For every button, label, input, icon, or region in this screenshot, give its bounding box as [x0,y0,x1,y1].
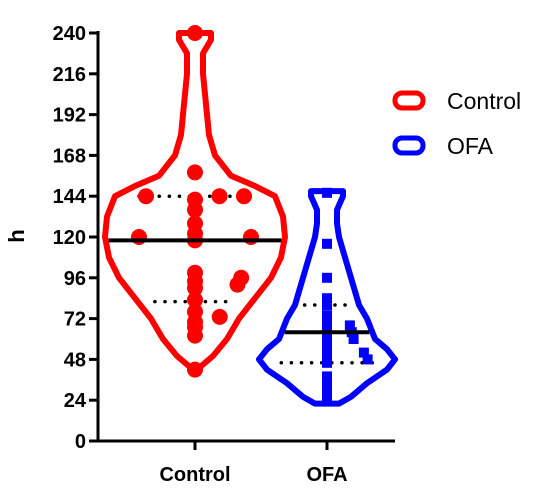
data-point [344,320,355,331]
data-point [362,354,373,365]
data-point [211,188,228,205]
data-point [322,310,332,321]
violin-ofa [256,187,398,407]
y-tick-label: 24 [64,390,87,412]
y-axis-label: h [4,229,29,242]
y-tick-label: 0 [75,431,86,453]
data-point [348,334,359,344]
data-point [322,351,332,361]
violin-control [102,25,288,378]
y-tick-label: 48 [64,349,86,371]
data-point [138,188,154,205]
y-axis: 0 24 48 72 96 120 144 168 192 216 240 [53,23,100,453]
y-tick-label: 72 [64,309,86,331]
y-tick-label: 144 [53,186,87,208]
data-point [322,317,332,327]
data-point [131,229,147,245]
data-point [322,323,332,334]
y-tick-label: 216 [53,64,86,86]
y-tick-label: 96 [64,268,86,290]
data-point [187,291,203,308]
x-axis: Control OFA [96,439,395,486]
data-point [322,388,332,399]
data-point [236,188,252,205]
data-point [322,300,332,310]
x-tick-label-control: Control [159,464,230,486]
data-point [211,308,228,325]
data-point [233,269,250,286]
y-tick-label: 120 [53,227,86,249]
data-point [243,229,259,245]
data-point [187,215,203,232]
data-point [322,371,332,382]
data-point [322,330,332,341]
data-point [187,191,203,208]
legend-label-ofa: OFA [447,133,494,159]
violins [102,25,398,407]
data-point [322,378,332,389]
y-tick-label: 192 [53,105,86,127]
y-tick-label: 168 [53,145,86,167]
data-point [322,344,332,355]
data-point [322,337,332,348]
data-point [187,25,203,41]
legend-swatch-ofa [392,135,426,156]
data-point [187,164,203,181]
violin-outline-control [102,30,288,373]
data-point [322,272,332,283]
data-point [187,264,203,281]
data-point [187,361,203,378]
data-point [322,293,332,304]
legend-label-control: Control [447,88,521,114]
x-tick-label-ofa: OFA [306,464,347,486]
data-point [358,347,369,358]
data-point [322,187,332,198]
y-tick-label: 240 [53,23,86,45]
legend-swatch-control [392,90,426,111]
violin-outline-ofa [256,188,398,407]
data-point [322,238,332,249]
data-point [322,357,332,368]
legend: Control OFA [392,88,521,159]
data-point [322,395,332,406]
data-point [187,303,203,320]
